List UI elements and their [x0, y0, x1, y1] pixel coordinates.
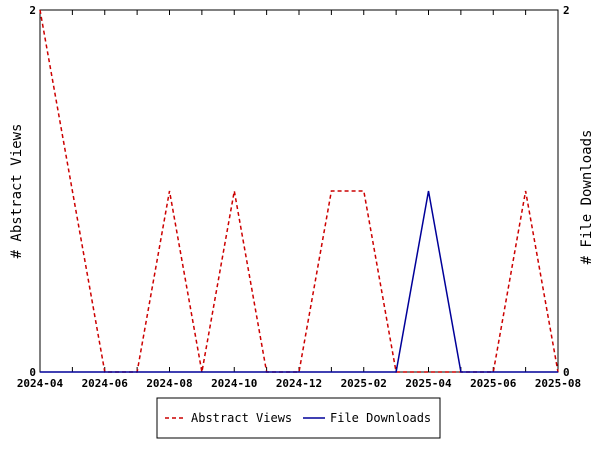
x-tick-label: 2025-02 [341, 377, 387, 390]
legend-label-file-downloads: File Downloads [330, 411, 431, 425]
y-axis-right-title: # File Downloads [579, 130, 595, 265]
x-tick-label: 2024-08 [146, 377, 192, 390]
series-layer [39, 9, 559, 373]
x-tick-label: 2025-08 [535, 377, 581, 390]
x-tick-label: 2024-10 [211, 377, 257, 390]
y-tick-label-left: 2 [29, 4, 36, 17]
x-axis-ticks: 2024-04 2024-06 2024-08 2024-10 2024-12 2025-… [17, 10, 581, 390]
x-tick-label: 2025-06 [470, 377, 517, 390]
legend: Abstract Views File Downloads [156, 397, 441, 439]
series-line-file-downloads [40, 190, 558, 373]
x-tick-label: 2024-04 [17, 377, 64, 390]
plot-area [39, 9, 559, 373]
y-tick-label-right: 0 [563, 366, 570, 379]
legend-box [156, 397, 441, 439]
legend-label-abstract-views: Abstract Views [191, 411, 292, 425]
y-axis-left-title: # Abstract Views [9, 124, 25, 259]
x-tick-label: 2024-06 [82, 377, 129, 390]
y-tick-label-right: 2 [563, 4, 570, 17]
x-tick-label: 2024-12 [276, 377, 322, 390]
y-tick-label-left: 0 [29, 366, 36, 379]
x-tick-label: 2025-04 [405, 377, 452, 390]
